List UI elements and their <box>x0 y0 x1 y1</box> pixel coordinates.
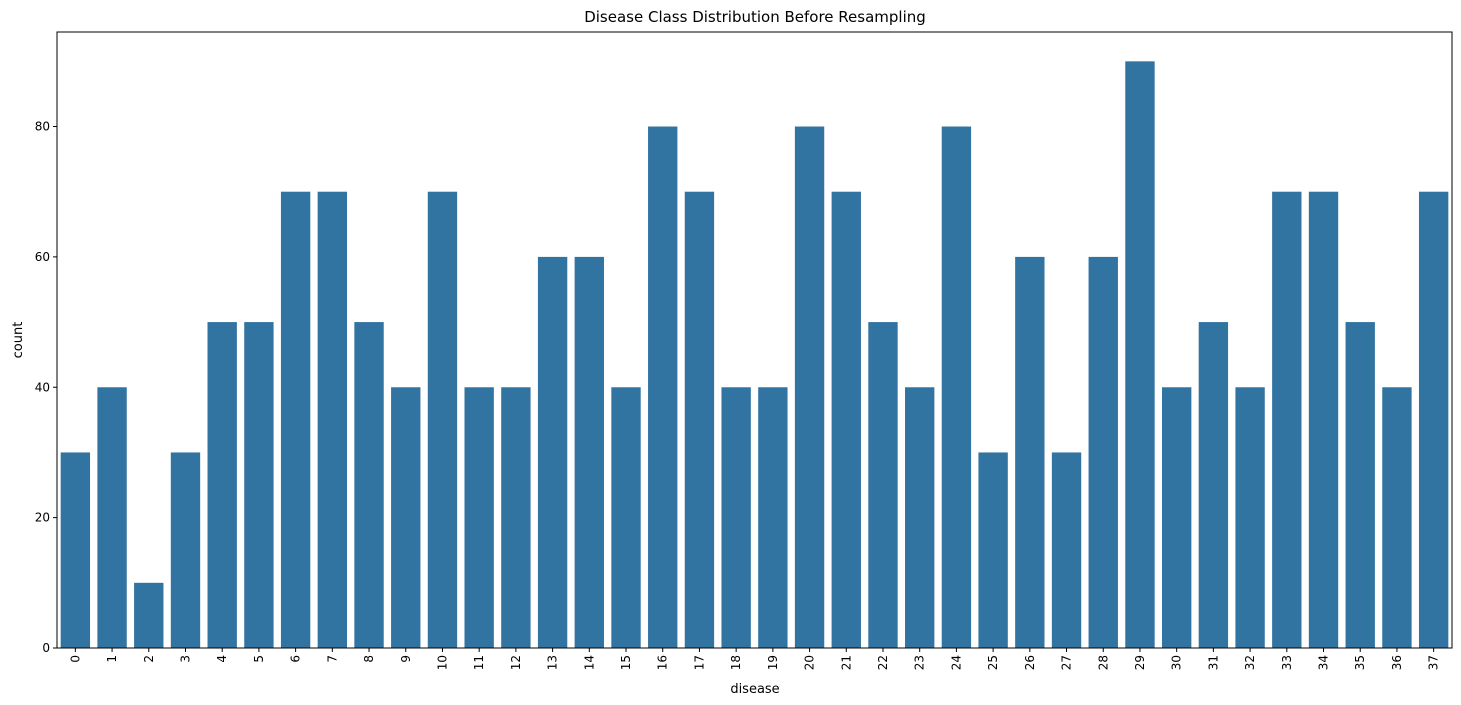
x-tick-label: 30 <box>1170 655 1184 670</box>
bar-6 <box>280 191 311 648</box>
bar-7 <box>317 191 348 648</box>
bar-22 <box>868 322 898 648</box>
x-tick-label: 25 <box>986 655 1000 670</box>
bar-35 <box>1345 322 1375 648</box>
bar-2 <box>134 582 164 648</box>
bar-9 <box>391 387 421 648</box>
x-tick-label: 19 <box>766 655 780 670</box>
x-tick-label: 36 <box>1390 655 1404 670</box>
bar-31 <box>1198 322 1229 648</box>
bar-28 <box>1088 256 1118 648</box>
x-tick-label: 35 <box>1353 655 1367 670</box>
x-tick-label: 9 <box>399 655 413 663</box>
x-tick-label: 18 <box>729 655 743 670</box>
bar-15 <box>611 387 641 648</box>
bars-group <box>60 61 1449 649</box>
x-tick-label: 2 <box>142 655 156 663</box>
bar-0 <box>60 452 91 648</box>
bar-30 <box>1161 387 1192 648</box>
x-tick-label: 26 <box>1023 655 1037 670</box>
x-tick-label: 16 <box>656 655 670 670</box>
bar-4 <box>207 322 237 648</box>
bar-3 <box>170 452 201 648</box>
bar-36 <box>1382 387 1412 648</box>
x-tick-label: 34 <box>1317 655 1331 670</box>
bar-8 <box>354 322 384 648</box>
x-tick-label: 0 <box>68 655 82 663</box>
plot-frame <box>56 31 1453 649</box>
bar-16 <box>648 126 678 649</box>
x-tick-label: 10 <box>435 655 449 670</box>
y-tick-label: 40 <box>35 380 50 394</box>
bar-18 <box>721 387 751 648</box>
x-tick-label: 17 <box>692 655 706 670</box>
bar-32 <box>1235 387 1265 648</box>
bar-25 <box>978 452 1008 648</box>
x-tick-label: 15 <box>619 655 633 670</box>
chart-title: Disease Class Distribution Before Resamp… <box>584 8 926 26</box>
bar-13 <box>537 256 568 648</box>
x-tick-label: 8 <box>362 655 376 663</box>
bar-27 <box>1051 452 1082 648</box>
x-tick-label: 31 <box>1206 655 1220 670</box>
x-tick-label: 22 <box>876 655 890 670</box>
bar-23 <box>905 387 935 648</box>
x-axis-label: disease <box>730 682 779 697</box>
x-tick-label: 13 <box>546 655 560 670</box>
x-tick-label: 24 <box>949 655 963 670</box>
y-tick-label: 60 <box>35 250 50 264</box>
bar-10 <box>427 191 458 648</box>
bar-29 <box>1125 61 1155 649</box>
bar-26 <box>1015 256 1045 648</box>
x-tick-label: 5 <box>252 655 266 663</box>
bar-17 <box>684 191 715 648</box>
x-tick-label: 6 <box>289 655 303 663</box>
x-tick-label: 21 <box>839 655 853 670</box>
x-axis: 0 1 2 3 4 5 6 7 8 9 10 11 12 13 14 15 16 17 18 19 20 21 22 23 24… <box>68 648 1441 670</box>
bar-24 <box>941 126 972 649</box>
bar-1 <box>97 387 127 648</box>
x-tick-label: 7 <box>325 655 339 663</box>
bar-19 <box>758 387 788 648</box>
bar-21 <box>831 191 861 648</box>
x-tick-label: 4 <box>215 655 229 663</box>
x-tick-label: 32 <box>1243 655 1257 670</box>
bar-20 <box>794 126 825 649</box>
bar-11 <box>464 387 494 648</box>
x-tick-label: 29 <box>1133 655 1147 670</box>
y-tick-label: 80 <box>35 120 50 134</box>
x-tick-label: 33 <box>1280 655 1294 670</box>
bar-12 <box>501 387 531 648</box>
x-tick-label: 12 <box>509 655 523 670</box>
bar-33 <box>1272 191 1302 648</box>
bar-37 <box>1418 191 1449 648</box>
bar-14 <box>574 256 604 648</box>
y-tick-label: 0 <box>42 641 50 655</box>
x-tick-label: 27 <box>1060 655 1074 670</box>
x-tick-label: 28 <box>1096 655 1110 670</box>
x-tick-label: 3 <box>178 655 192 663</box>
x-tick-label: 1 <box>105 655 119 663</box>
bar-34 <box>1308 191 1339 648</box>
x-tick-label: 14 <box>582 655 596 670</box>
x-tick-label: 11 <box>472 655 486 670</box>
x-tick-label: 23 <box>913 655 927 670</box>
y-axis: 0 20 40 60 80 <box>35 120 57 655</box>
bar-5 <box>244 322 274 648</box>
y-tick-label: 20 <box>35 511 50 525</box>
x-tick-label: 20 <box>803 655 817 670</box>
y-axis-label: count <box>11 322 26 359</box>
x-tick-label: 37 <box>1427 655 1441 670</box>
